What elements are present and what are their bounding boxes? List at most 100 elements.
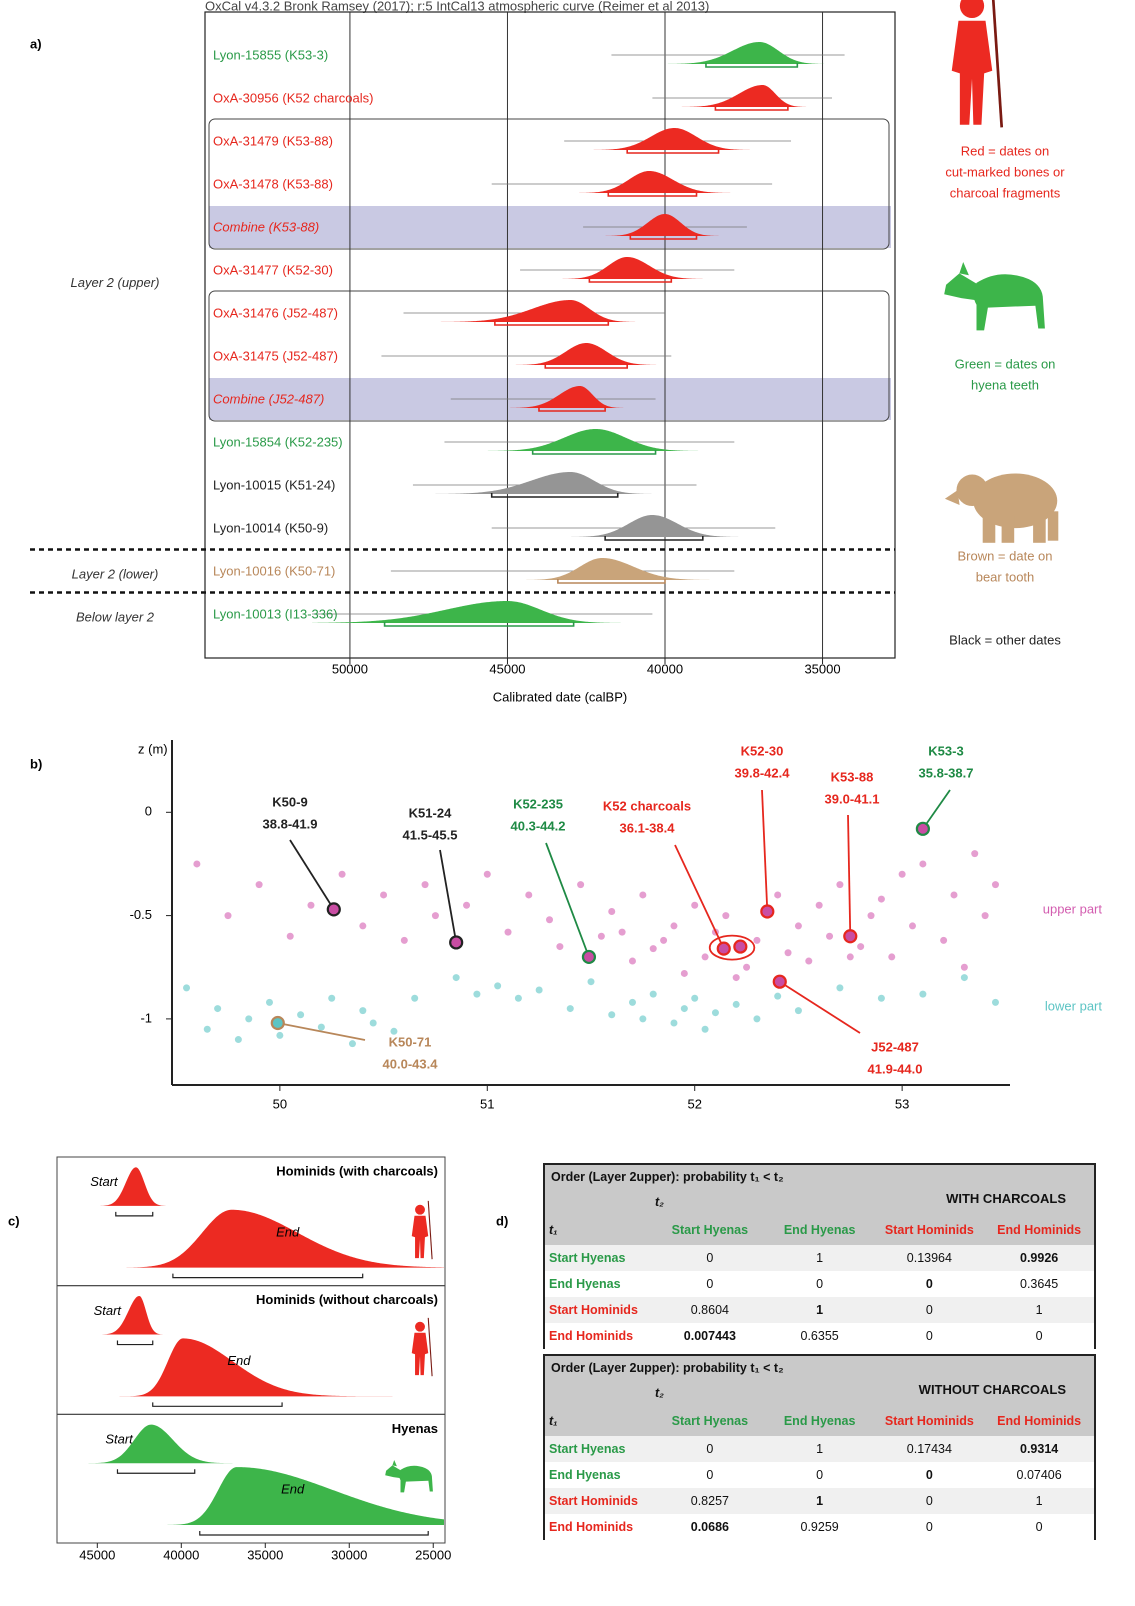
data-point: [628, 957, 636, 965]
column-header: End Hominids: [997, 1414, 1082, 1428]
data-point: [234, 1036, 242, 1044]
data-point: [369, 1019, 377, 1027]
data-point: [888, 953, 896, 961]
data-point: [297, 1011, 305, 1019]
row-label: OxA-31477 (K52-30): [213, 262, 333, 277]
density-curve: [58, 1424, 444, 1464]
data-point: [898, 870, 906, 878]
density-curve: [58, 1209, 444, 1268]
column-header: End Hominids: [997, 1223, 1082, 1237]
table-cell: 0.07406: [1016, 1468, 1062, 1482]
row-header: Start Hyenas: [549, 1442, 626, 1456]
sample-name: K53-88: [831, 769, 874, 784]
data-point: [183, 984, 191, 992]
legend-text: hyena teeth: [971, 377, 1039, 392]
table-cell: 0: [925, 1277, 933, 1291]
data-point: [680, 969, 688, 977]
row-label: Combine (J52-487): [213, 391, 324, 406]
column-header: Start Hominids: [884, 1223, 974, 1237]
row-header: End Hominids: [549, 1520, 634, 1534]
range-bar: [588, 278, 673, 283]
x-tick-label: 45000: [489, 661, 525, 676]
x-tick-label: 40000: [163, 1547, 199, 1562]
x-tick-label: 35000: [804, 661, 840, 676]
range-bar: [607, 192, 698, 197]
data-point: [774, 891, 782, 899]
table-cell: 0: [706, 1468, 714, 1482]
data-point: [877, 895, 885, 903]
data-point: [909, 922, 917, 930]
table-cell: 0: [816, 1468, 824, 1482]
sample-range: 41.9-44.0: [868, 1061, 923, 1076]
sample-name: J52-487: [871, 1039, 919, 1054]
density-curve: [412, 472, 697, 494]
row-label: Lyon-10014 (K50-9): [213, 520, 328, 535]
data-point: [245, 1015, 253, 1023]
sample-point: [581, 949, 597, 965]
range-bracket: [199, 1530, 429, 1536]
data-point: [463, 901, 471, 909]
row-header: Start Hominids: [549, 1303, 638, 1317]
row-label: Lyon-15855 (K53-3): [213, 47, 328, 62]
x-tick-label: 40000: [647, 661, 683, 676]
sample-point: [915, 821, 930, 836]
data-point: [224, 912, 232, 920]
data-point: [452, 974, 460, 982]
range-bar: [714, 106, 789, 111]
bear-icon: [944, 473, 1059, 543]
table-cell: 0: [925, 1303, 933, 1317]
data-point: [722, 912, 730, 920]
sample-name: K52-30: [741, 743, 784, 758]
t2-label: t₂: [655, 1195, 664, 1209]
leader-line: [761, 789, 769, 912]
data-point: [940, 936, 948, 944]
table-cell: 0: [1035, 1329, 1043, 1343]
column-header: End Hyenas: [783, 1223, 856, 1237]
x-axis-label: Calibrated date (calBP): [493, 689, 627, 704]
data-point: [660, 936, 668, 944]
y-tick-label: 0: [145, 804, 152, 819]
data-point: [577, 881, 585, 889]
range-bar: [531, 450, 657, 455]
table-row: End Hominids 0.0686 0.9259 0 0: [545, 1514, 1094, 1540]
sample-point: [716, 941, 731, 956]
data-point: [680, 1005, 688, 1013]
y-axis-label: z (m): [138, 741, 168, 756]
data-point: [971, 850, 979, 858]
data-point: [670, 1019, 678, 1027]
data-point: [753, 1015, 761, 1023]
row-header: Start Hyenas: [549, 1251, 626, 1265]
data-point: [348, 1040, 356, 1048]
oxcal-header: OxCal v4.3.2 Bronk Ramsey (2017); r:5 In…: [205, 0, 709, 13]
leader-line: [289, 839, 335, 910]
data-point: [431, 912, 439, 920]
data-point: [546, 916, 554, 924]
leader-line: [545, 842, 590, 958]
row-header: End Hyenas: [549, 1468, 621, 1482]
data-point: [400, 936, 408, 944]
data-point: [774, 992, 782, 1000]
data-point: [307, 901, 315, 909]
data-point: [255, 881, 263, 889]
order-table: Order (Layer 2upper): probability t₁ < t…: [543, 1163, 1096, 1349]
x-tick-label: 50: [273, 1096, 287, 1111]
legend-text: charcoal fragments: [950, 185, 1061, 200]
range-bar: [557, 579, 666, 584]
sample-range: 39.0-41.1: [825, 791, 880, 806]
range-bar: [490, 493, 619, 498]
data-point: [732, 974, 740, 982]
data-point: [359, 922, 367, 930]
hominid-icon: [411, 1317, 433, 1377]
column-header: Start Hyenas: [671, 1414, 749, 1428]
table-title: Order (Layer 2upper): probability t₁ < t…: [551, 1361, 784, 1375]
end-label: End: [276, 1224, 300, 1239]
start-label: Start: [94, 1303, 123, 1318]
data-point: [566, 1005, 574, 1013]
range-bracket: [172, 1273, 364, 1279]
x-tick-label: 51: [480, 1096, 494, 1111]
table-cell: 1: [1035, 1494, 1043, 1508]
sample-range: 40.3-44.2: [511, 818, 566, 833]
subpanel-title: Hyenas: [392, 1421, 438, 1436]
data-point: [328, 994, 336, 1002]
